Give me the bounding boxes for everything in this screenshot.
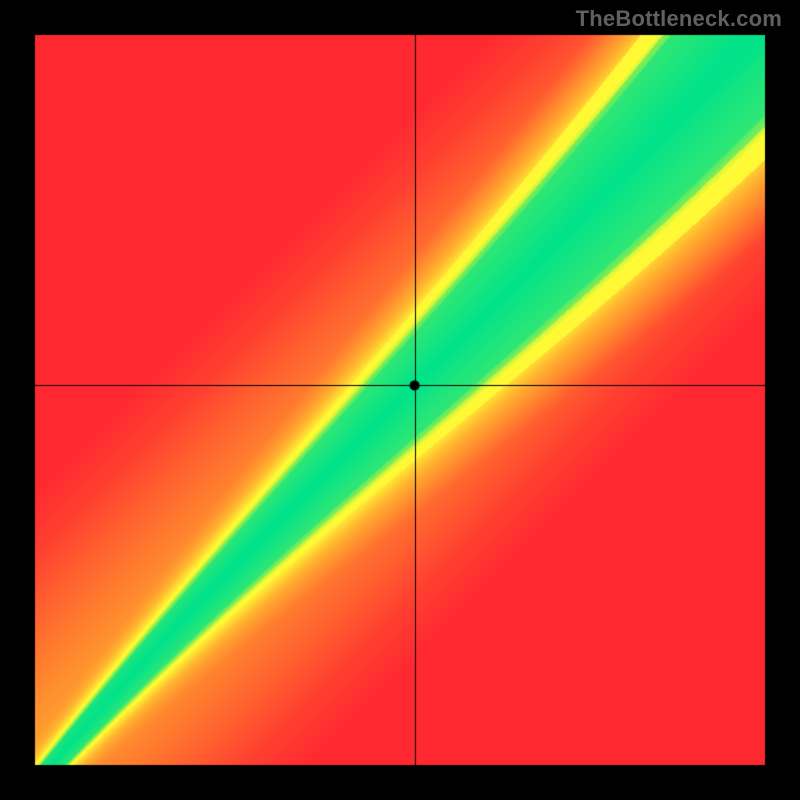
bottleneck-heatmap [0, 0, 800, 800]
watermark-text: TheBottleneck.com [576, 6, 782, 32]
chart-container: TheBottleneck.com [0, 0, 800, 800]
